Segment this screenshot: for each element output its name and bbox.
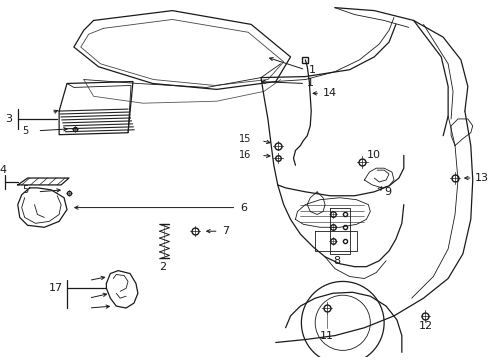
Text: 1: 1 — [308, 65, 316, 75]
Text: 6: 6 — [240, 203, 247, 212]
Text: 11: 11 — [319, 330, 333, 341]
Text: 10: 10 — [366, 150, 380, 160]
Text: 7: 7 — [221, 226, 228, 236]
Text: 17: 17 — [49, 283, 63, 293]
Text: 3: 3 — [5, 114, 12, 124]
Text: 12: 12 — [418, 321, 432, 331]
Text: 5: 5 — [21, 126, 28, 136]
Text: 1: 1 — [306, 78, 314, 89]
Text: 13: 13 — [474, 173, 488, 183]
Text: 16: 16 — [239, 150, 251, 160]
Text: 2: 2 — [159, 262, 166, 272]
Text: 5: 5 — [21, 185, 28, 195]
Text: 4: 4 — [0, 165, 6, 175]
Text: 15: 15 — [238, 134, 251, 144]
Text: 9: 9 — [384, 187, 390, 197]
Text: 8: 8 — [332, 256, 339, 266]
Text: 14: 14 — [323, 88, 337, 98]
